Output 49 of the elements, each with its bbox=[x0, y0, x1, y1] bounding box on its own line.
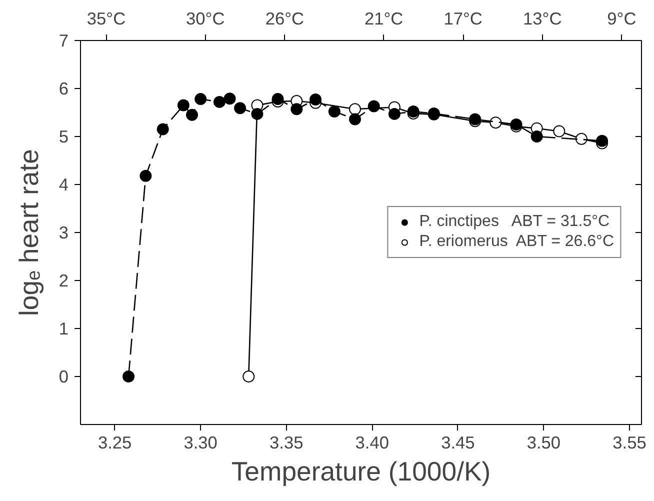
legend-label: P. eriomerus ABT = 26.6°C bbox=[419, 233, 614, 251]
point bbox=[348, 103, 361, 116]
point bbox=[242, 370, 255, 382]
point bbox=[553, 125, 566, 138]
x2-tick-label: 9°C bbox=[607, 8, 636, 28]
point bbox=[348, 113, 361, 126]
point bbox=[290, 103, 303, 116]
point bbox=[596, 134, 608, 147]
point bbox=[122, 370, 135, 382]
point bbox=[490, 116, 502, 129]
x-axis-title: Temperature (1000/K) bbox=[231, 456, 491, 486]
point bbox=[224, 92, 236, 105]
point bbox=[156, 123, 169, 136]
x-tick-label: 3.50 bbox=[526, 432, 561, 452]
x2-tick-label: 26°C bbox=[265, 8, 304, 28]
point bbox=[177, 99, 190, 112]
y-tick-label: 5 bbox=[58, 126, 69, 146]
y-axis-title: logₑ heart rate bbox=[14, 149, 44, 316]
legend-label: P. cinctipes ABT = 31.5°C bbox=[419, 213, 610, 231]
point bbox=[251, 108, 264, 120]
y-tick-label: 2 bbox=[58, 270, 69, 290]
y-tick-label: 3 bbox=[58, 222, 69, 242]
x-tick-label: 3.40 bbox=[355, 432, 390, 452]
x2-tick-label: 13°C bbox=[523, 8, 562, 28]
point bbox=[368, 100, 380, 112]
point bbox=[186, 108, 198, 121]
point bbox=[388, 108, 400, 120]
point bbox=[234, 102, 246, 114]
x-tick-label: 3.35 bbox=[270, 432, 304, 452]
x2-tick-label: 35°C bbox=[86, 8, 126, 28]
x2-tick-label: 21°C bbox=[364, 8, 404, 28]
y-tick-label: 0 bbox=[58, 366, 69, 386]
point bbox=[310, 94, 322, 106]
x-tick-label: 3.55 bbox=[612, 432, 646, 452]
x-tick-label: 3.30 bbox=[184, 432, 218, 452]
y-tick-label: 6 bbox=[58, 78, 69, 98]
y-tick-label: 4 bbox=[58, 174, 69, 194]
point bbox=[213, 96, 226, 108]
point bbox=[530, 130, 543, 142]
point bbox=[194, 93, 207, 106]
point bbox=[140, 170, 152, 182]
x2-tick-label: 17°C bbox=[444, 8, 482, 28]
x-tick-label: 3.45 bbox=[441, 432, 475, 452]
y-tick-label: 1 bbox=[58, 318, 69, 338]
x2-tick-label: 30°C bbox=[186, 8, 225, 28]
y-tick-label: 7 bbox=[58, 30, 69, 50]
x-tick-label: 3.25 bbox=[98, 432, 132, 452]
point bbox=[575, 132, 588, 145]
point bbox=[328, 106, 340, 118]
